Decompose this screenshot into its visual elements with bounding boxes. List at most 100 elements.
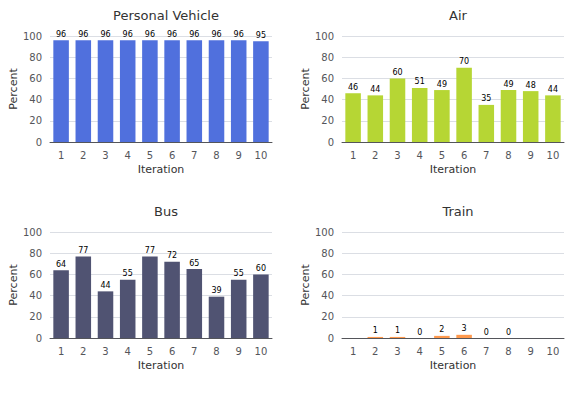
svg-text:0: 0 [506,328,511,337]
svg-text:20: 20 [29,115,42,126]
svg-text:7: 7 [483,150,489,161]
svg-text:80: 80 [29,248,42,259]
svg-text:1: 1 [395,326,400,335]
svg-text:9: 9 [528,150,534,161]
svg-text:2: 2 [439,325,444,334]
svg-text:77: 77 [78,246,88,255]
svg-text:2: 2 [80,150,86,161]
svg-text:96: 96 [145,30,155,39]
svg-text:96: 96 [78,30,88,39]
svg-text:2: 2 [372,346,378,357]
svg-text:96: 96 [56,30,66,39]
svg-text:8: 8 [213,346,219,357]
svg-text:0: 0 [328,333,334,344]
svg-text:10: 10 [547,150,560,161]
svg-text:49: 49 [503,80,513,89]
svg-text:64: 64 [56,260,66,269]
svg-text:5: 5 [439,150,445,161]
svg-text:3: 3 [394,150,400,161]
svg-text:Iteration: Iteration [430,359,477,372]
svg-text:49: 49 [437,80,447,89]
svg-text:Personal Vehicle: Personal Vehicle [113,8,219,23]
svg-text:1: 1 [350,346,356,357]
svg-text:3: 3 [102,150,108,161]
svg-text:20: 20 [321,311,334,322]
svg-text:Percent: Percent [299,68,312,110]
svg-text:4: 4 [125,150,131,161]
svg-text:60: 60 [29,269,42,280]
svg-text:6: 6 [169,150,175,161]
svg-text:46: 46 [348,83,358,92]
svg-text:7: 7 [191,346,197,357]
svg-text:7: 7 [483,346,489,357]
svg-text:96: 96 [234,30,244,39]
svg-text:100: 100 [315,31,334,42]
svg-text:55: 55 [123,269,133,278]
svg-text:96: 96 [100,30,110,39]
svg-text:5: 5 [439,346,445,357]
svg-text:55: 55 [234,269,244,278]
svg-text:95: 95 [256,31,266,40]
svg-text:9: 9 [236,346,242,357]
svg-text:1: 1 [58,150,64,161]
svg-text:60: 60 [256,264,266,273]
svg-text:8: 8 [505,346,511,357]
svg-text:77: 77 [145,246,155,255]
svg-text:0: 0 [36,333,42,344]
svg-text:5: 5 [147,346,153,357]
svg-text:80: 80 [29,52,42,63]
svg-text:51: 51 [415,77,425,86]
svg-text:1: 1 [58,346,64,357]
svg-text:Percent: Percent [7,68,20,110]
svg-text:Percent: Percent [7,264,20,306]
svg-text:0: 0 [417,328,422,337]
svg-text:40: 40 [321,94,334,105]
svg-text:Iteration: Iteration [430,163,477,176]
svg-text:72: 72 [167,251,177,260]
svg-text:Bus: Bus [154,204,178,219]
svg-text:3: 3 [394,346,400,357]
svg-text:Train: Train [441,204,473,219]
svg-text:80: 80 [321,52,334,63]
svg-text:100: 100 [23,31,42,42]
svg-text:0: 0 [36,137,42,148]
svg-text:1: 1 [350,150,356,161]
svg-text:6: 6 [169,346,175,357]
svg-text:0: 0 [484,328,489,337]
svg-text:60: 60 [321,269,334,280]
svg-text:4: 4 [417,150,423,161]
svg-text:4: 4 [125,346,131,357]
svg-text:65: 65 [189,259,199,268]
svg-text:10: 10 [255,346,268,357]
svg-text:3: 3 [102,346,108,357]
svg-text:96: 96 [167,30,177,39]
svg-text:9: 9 [236,150,242,161]
svg-text:5: 5 [147,150,153,161]
svg-text:44: 44 [548,85,558,94]
svg-text:2: 2 [80,346,86,357]
svg-text:Percent: Percent [299,264,312,306]
svg-text:40: 40 [29,94,42,105]
svg-text:60: 60 [29,73,42,84]
svg-text:10: 10 [255,150,268,161]
svg-text:96: 96 [211,30,221,39]
svg-text:20: 20 [29,311,42,322]
svg-text:96: 96 [123,30,133,39]
svg-text:40: 40 [29,290,42,301]
svg-text:1: 1 [373,326,378,335]
svg-text:9: 9 [528,346,534,357]
svg-text:35: 35 [481,94,491,103]
svg-text:20: 20 [321,115,334,126]
svg-text:44: 44 [100,281,110,290]
svg-text:6: 6 [461,346,467,357]
svg-text:39: 39 [211,286,221,295]
svg-text:Iteration: Iteration [138,163,185,176]
svg-text:2: 2 [372,150,378,161]
svg-text:80: 80 [321,248,334,259]
svg-text:8: 8 [505,150,511,161]
svg-text:Iteration: Iteration [138,359,185,372]
svg-text:60: 60 [392,68,402,77]
svg-text:Air: Air [449,8,468,23]
svg-text:8: 8 [213,150,219,161]
svg-text:40: 40 [321,290,334,301]
